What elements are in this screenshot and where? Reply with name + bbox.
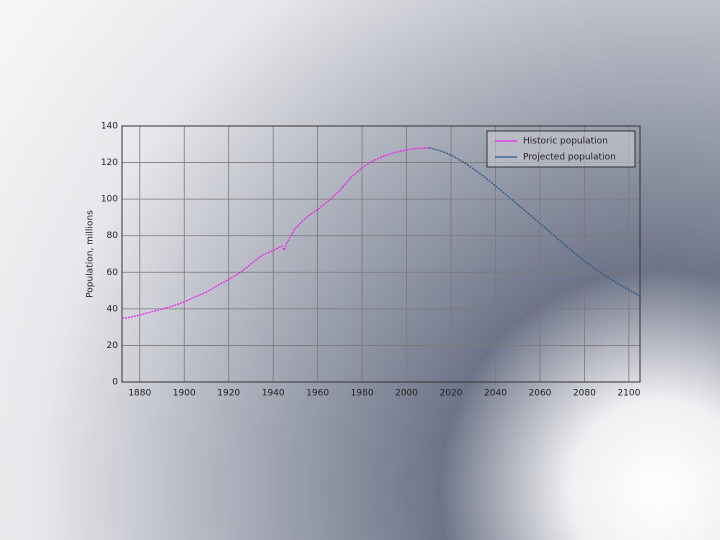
y-axis-label: Population, millions [86, 210, 96, 298]
y-tick-label: 140 [101, 122, 118, 132]
y-tick-label: 60 [107, 268, 119, 278]
x-tick-label: 1980 [351, 389, 374, 399]
y-tick-label: 40 [107, 304, 119, 314]
x-tick-label: 1900 [173, 389, 196, 399]
legend-box [486, 130, 636, 168]
plot-frame [121, 125, 641, 383]
x-tick-label: 2040 [484, 389, 507, 399]
legend-label: Projected population [523, 153, 616, 163]
x-tick-label: 2000 [395, 389, 418, 399]
x-tick-label: 2100 [617, 389, 640, 399]
legend-label: Historic population [523, 137, 608, 147]
y-tick-label: 80 [107, 231, 119, 241]
x-tick-label: 2060 [529, 389, 552, 399]
y-tick-label: 0 [112, 378, 118, 388]
series-line [428, 147, 641, 297]
x-tick-label: 1880 [128, 389, 151, 399]
series-line [121, 147, 429, 320]
x-tick-label: 2020 [440, 389, 463, 399]
x-tick-label: 1960 [306, 389, 329, 399]
y-tick-label: 100 [101, 195, 118, 205]
x-tick-label: 1940 [262, 389, 285, 399]
x-tick-label: 1920 [217, 389, 240, 399]
y-tick-label: 20 [107, 341, 119, 351]
y-tick-label: 120 [101, 158, 118, 168]
x-tick-label: 2080 [573, 389, 596, 399]
